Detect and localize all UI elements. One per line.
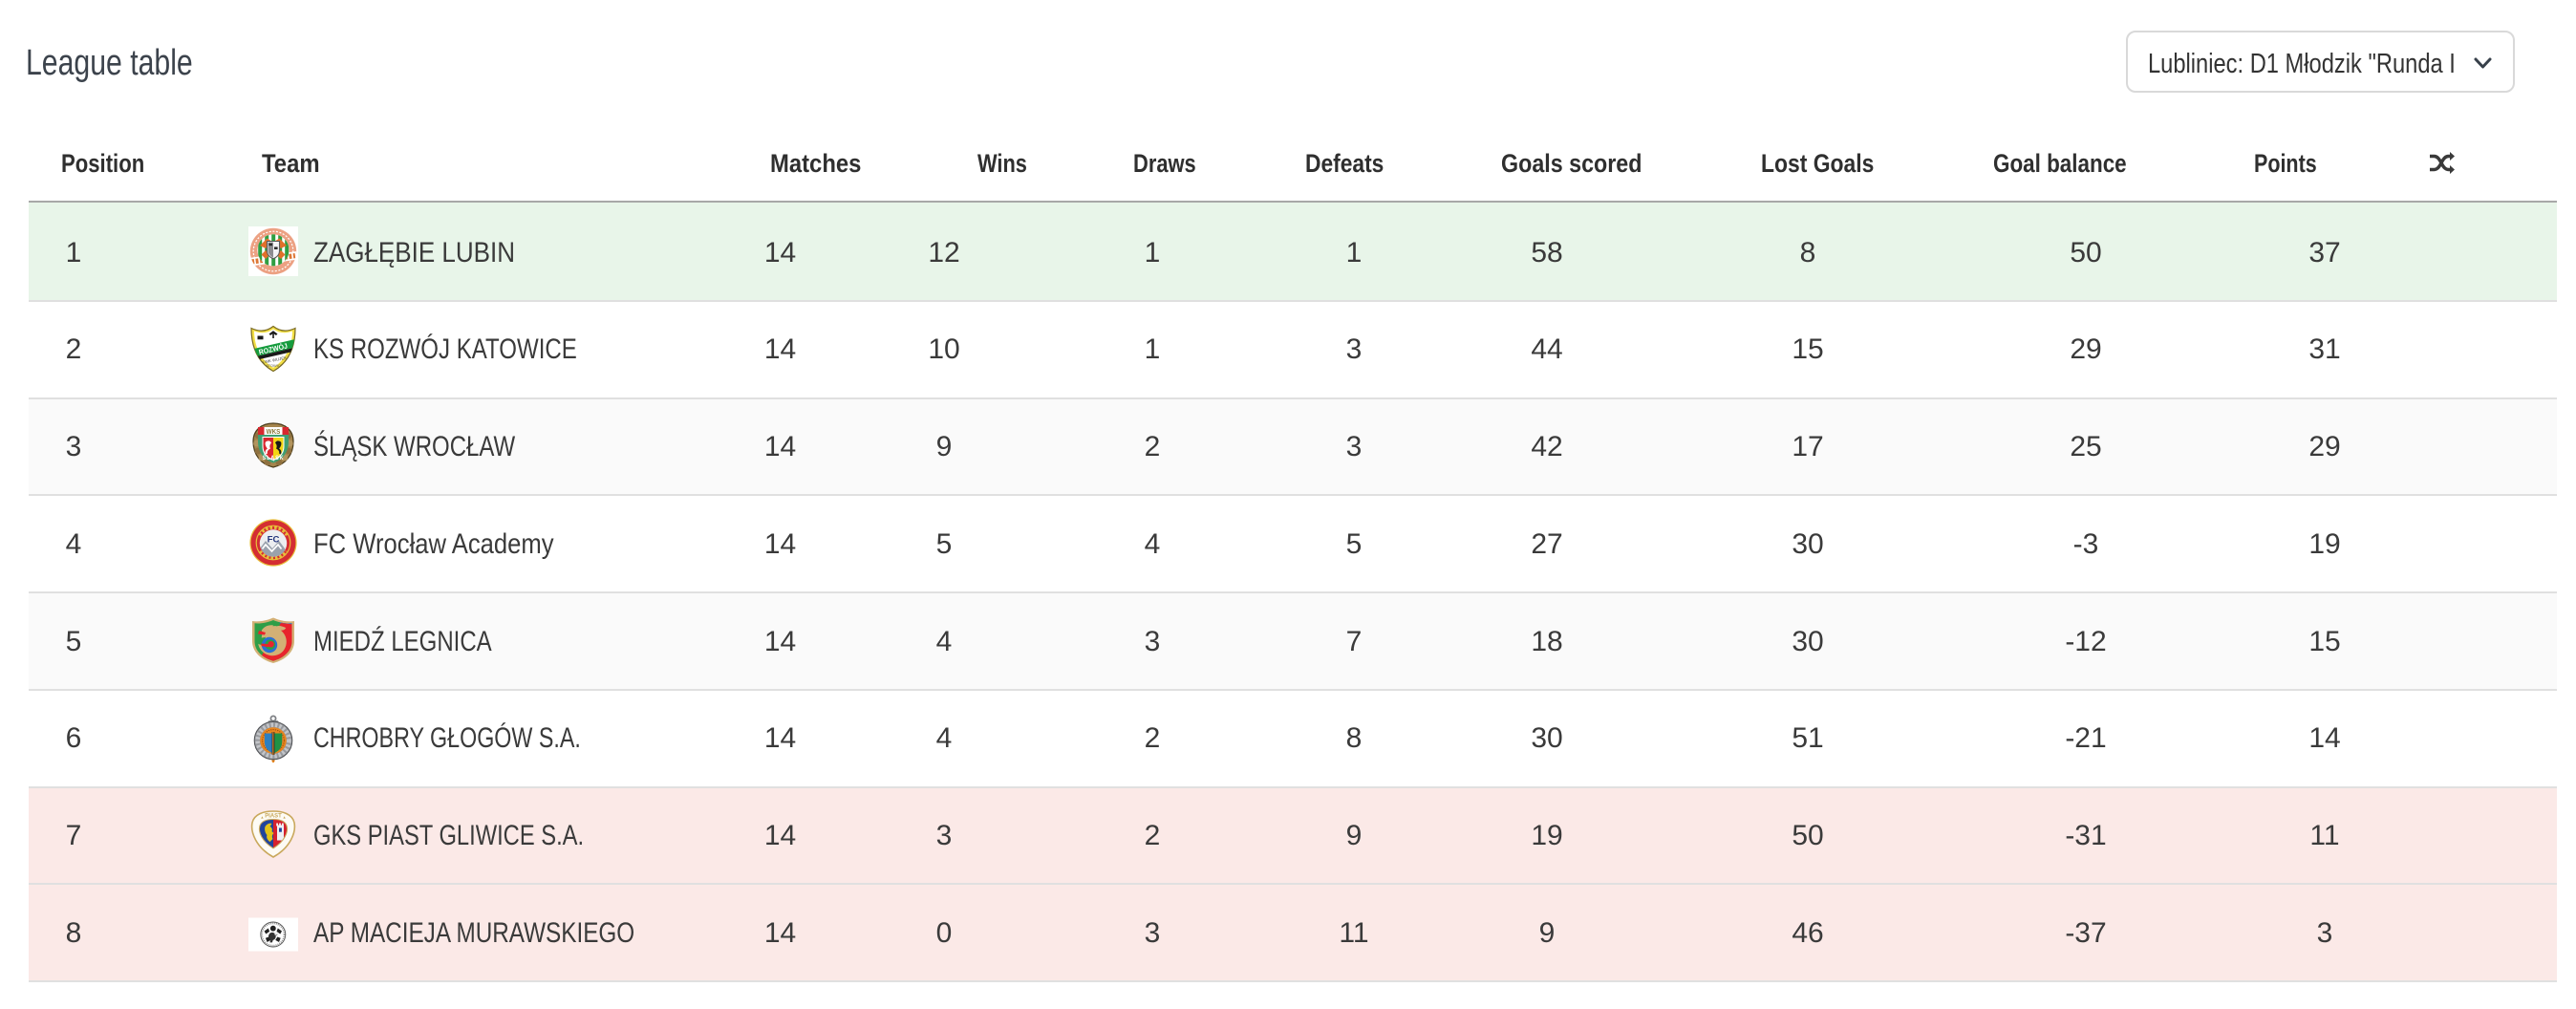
svg-text:ŚLĄSK: ŚLĄSK (263, 455, 285, 462)
svg-text:KWK WUJEK: KWK WUJEK (261, 354, 287, 364)
svg-text:KATOWICE: KATOWICE (264, 363, 284, 368)
svg-text:WKS: WKS (267, 429, 281, 436)
svg-text:PIAST: PIAST (265, 813, 282, 820)
svg-text:FC: FC (268, 535, 280, 546)
